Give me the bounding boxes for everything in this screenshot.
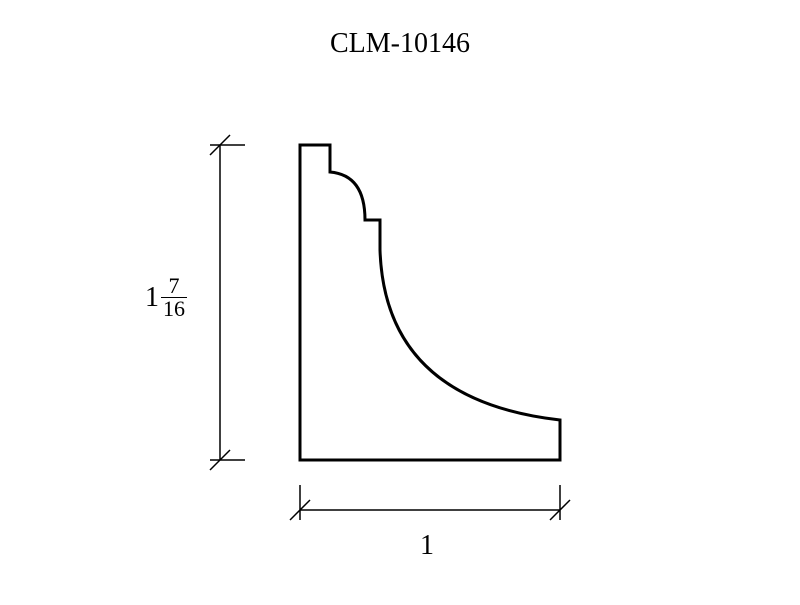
dim-fraction: 716 <box>161 275 187 320</box>
horizontal-dimension-label: 1 <box>420 530 434 562</box>
vertical-dimension <box>210 135 245 470</box>
drawing-svg <box>0 0 800 600</box>
dim-whole: 1 <box>145 282 159 314</box>
molding-profile <box>300 145 560 460</box>
dim-numerator: 7 <box>161 275 187 298</box>
vertical-dimension-label: 1716 <box>145 275 187 320</box>
horizontal-dimension <box>290 485 570 520</box>
dim-denominator: 16 <box>161 298 187 320</box>
technical-drawing <box>0 0 800 600</box>
